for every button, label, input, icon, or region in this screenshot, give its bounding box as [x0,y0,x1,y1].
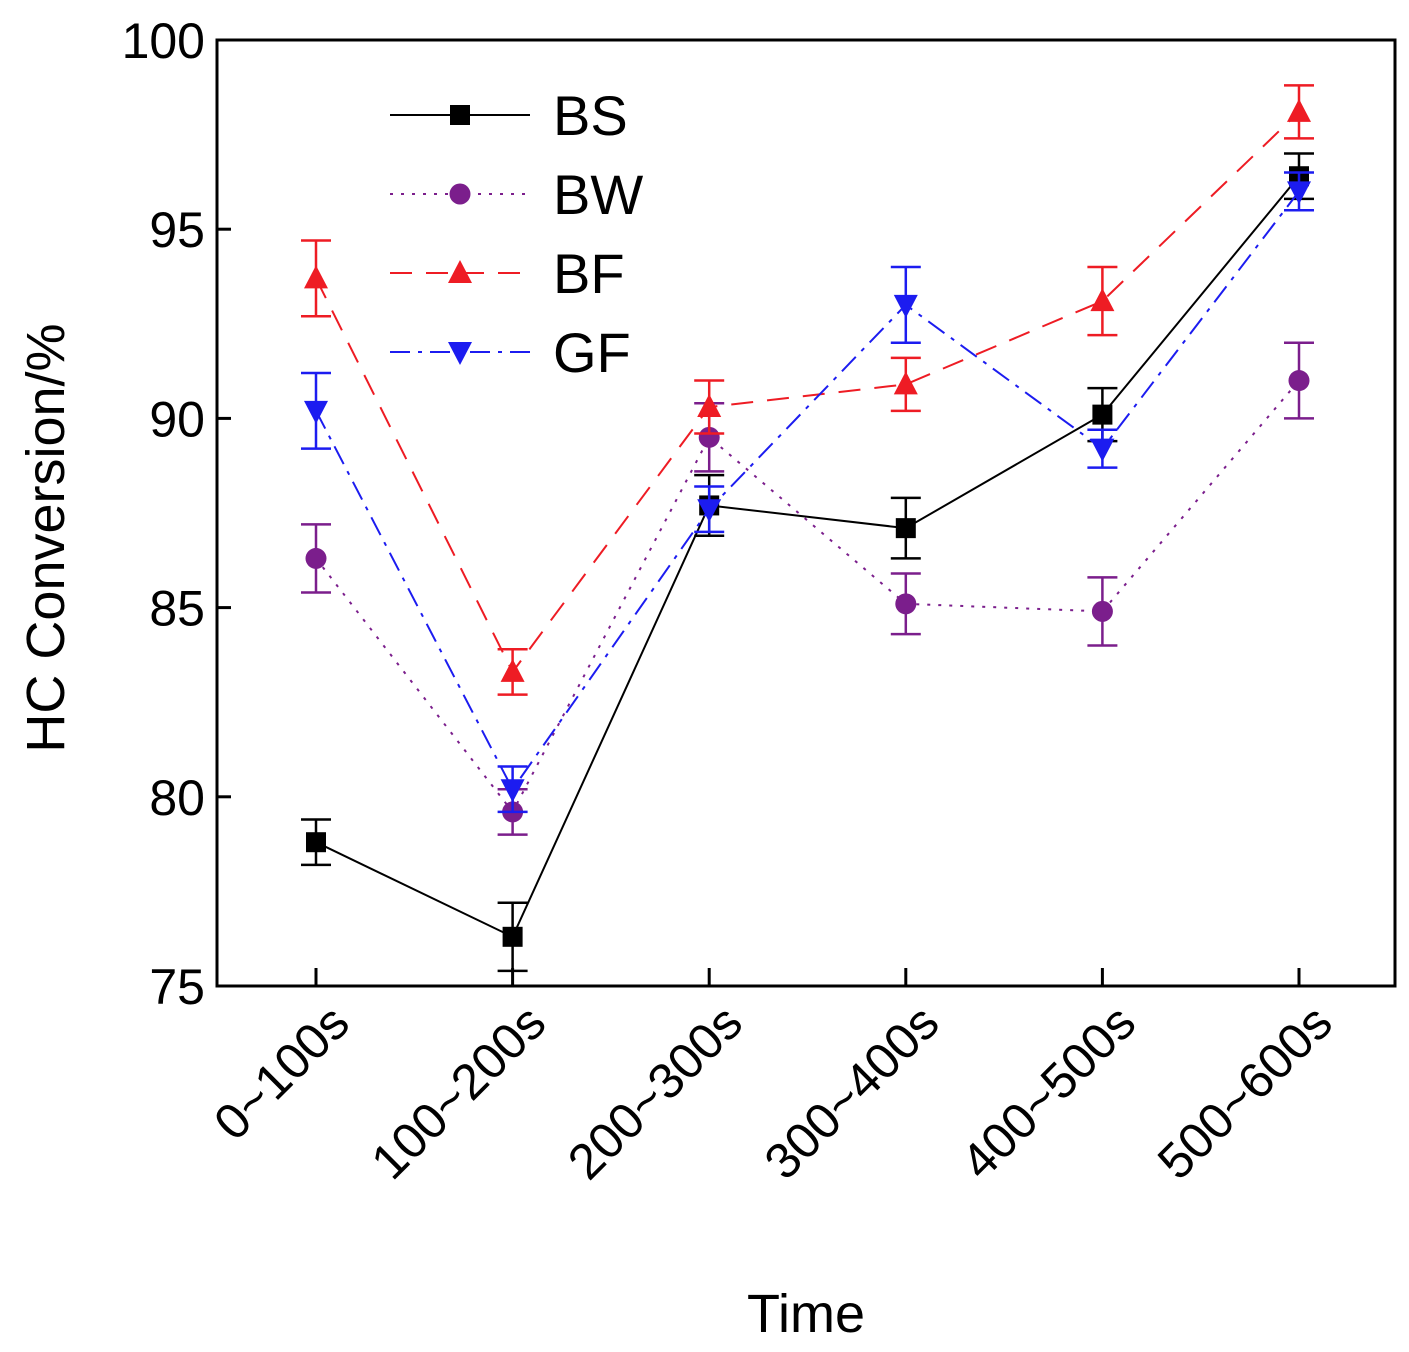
legend-marker [448,342,472,365]
data-point [1287,98,1311,122]
x-tick-label: 100~200s [360,994,556,1190]
x-tick-label: 500~600s [1147,994,1343,1190]
legend: BS BW BF GF [390,84,643,384]
data-point [697,394,722,418]
legend-label: BW [553,163,643,226]
legend-label: GF [553,321,631,384]
series-line-bw [315,379,1300,814]
legend-label: BF [553,242,625,305]
plot-frame [215,38,1397,988]
series-bw [301,341,1314,836]
y-tick-label: 85 [149,581,205,637]
data-point [1288,370,1310,392]
x-tick-label: 200~300s [557,994,753,1190]
x-axis-label: Time [747,1284,865,1344]
legend-marker [449,183,471,205]
series-line-gf [315,190,1300,792]
legend-marker [448,260,472,283]
series-gf [301,171,1314,814]
data-point [893,294,918,318]
data-point [304,265,328,289]
series-line-bs [315,175,1300,939]
data-point [1092,404,1113,425]
data-point [306,832,326,853]
y-tick-label: 100 [122,13,205,69]
data-point [304,400,328,424]
y-tick-label: 90 [149,391,205,447]
x-tick-label: 300~400s [754,994,950,1190]
x-tick-label: 400~500s [950,994,1146,1190]
y-axis-label: HC Conversion/% [16,323,76,752]
legend-label: BS [553,84,628,147]
data-point [895,593,917,615]
data-point [502,926,523,947]
data-point [1090,438,1115,462]
data-point [895,518,916,539]
y-tick-label: 95 [149,202,205,258]
x-axis-ticks: 0~100s 100~200s 200~300s 300~400s 400~500s 50… [203,968,1343,1190]
data-point [697,499,722,523]
y-tick-label: 75 [149,959,205,1015]
data-point [1090,288,1115,312]
data-point [893,371,918,395]
data-point [500,779,525,803]
series-line-bf [315,111,1300,674]
data-point [305,547,327,569]
data-point [1091,600,1113,622]
data-point [698,426,720,448]
legend-marker [450,105,470,125]
plot-frame-rect [215,38,1397,988]
data-point [1287,181,1311,205]
series-layer [301,84,1314,973]
data-point [500,658,525,682]
x-tick-label: 0~100s [203,994,360,1151]
y-axis-ticks: 75 80 85 90 95 100 [122,13,231,1015]
series-bf [301,84,1314,696]
y-tick-label: 80 [149,770,205,826]
